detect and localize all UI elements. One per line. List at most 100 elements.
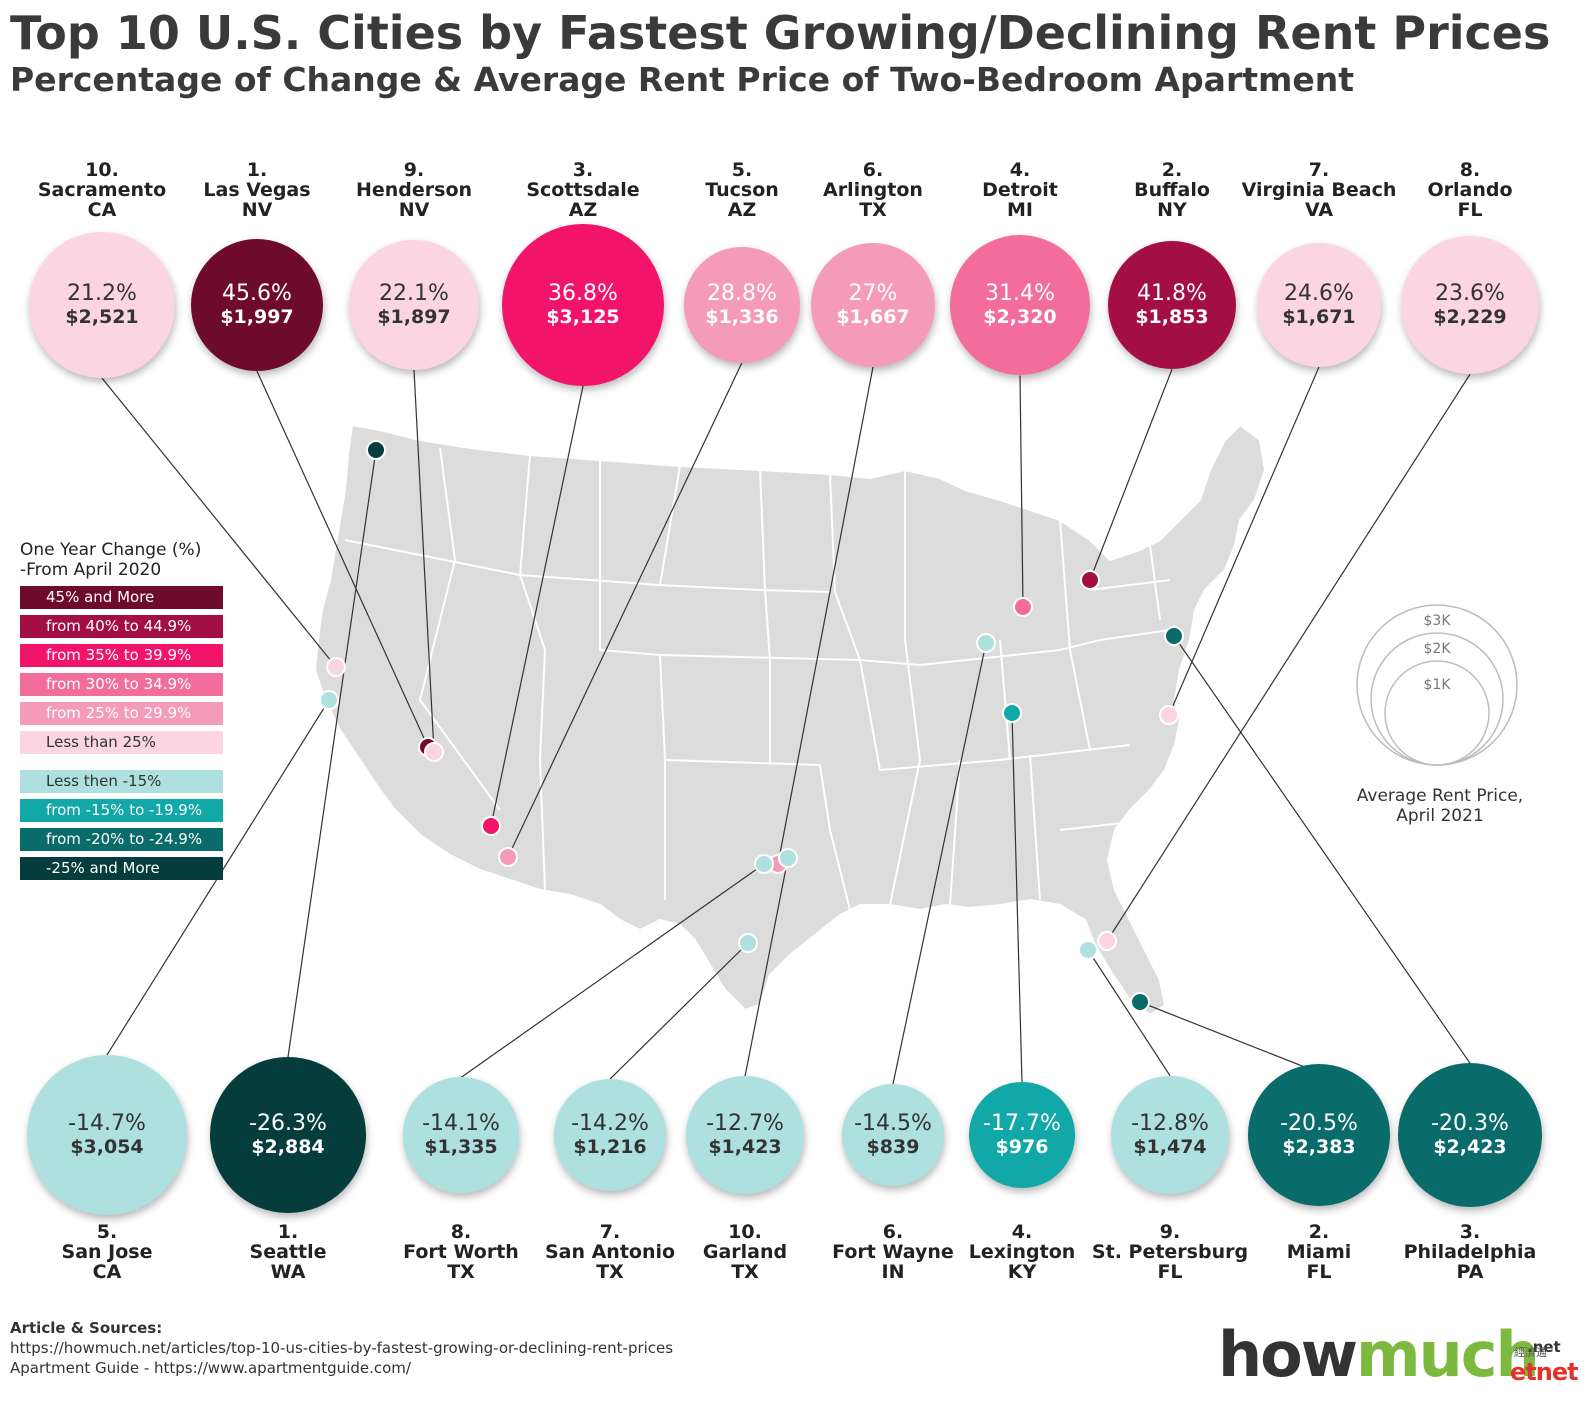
city-label-rank: 1. — [246, 159, 268, 181]
page-title: Top 10 U.S. Cities by Fastest Growing/De… — [10, 6, 1551, 60]
city-label-city: Fort Wayne — [832, 1241, 954, 1263]
bubble-price: $1,667 — [836, 305, 910, 328]
bubble-percent: -17.7% — [983, 1110, 1061, 1136]
city-label-city: Seattle — [249, 1241, 327, 1263]
city-label-state: KY — [1007, 1261, 1037, 1283]
size-caption-line1: Average Rent Price, — [1356, 786, 1524, 806]
city-label-state: AZ — [568, 199, 598, 221]
city-label-tucson: 5. Tucson AZ — [647, 160, 837, 220]
bubble-garland: -12.7% $1,423 — [686, 1076, 804, 1194]
city-label-buffalo: 2. Buffalo NY — [1077, 160, 1267, 220]
bubble-price: $1,897 — [377, 305, 451, 328]
bubble-price: $2,383 — [1282, 1135, 1356, 1158]
howmuch-logo: howmuch — [1218, 1318, 1540, 1391]
logo-much: much — [1356, 1318, 1540, 1391]
city-label-rank: 6. — [862, 159, 884, 181]
city-label-city: Lexington — [968, 1241, 1076, 1263]
bubble-fort-worth: -14.1% $1,335 — [403, 1077, 519, 1193]
bubble-price: $1,671 — [1282, 305, 1356, 328]
legend-item: 45% and More — [20, 586, 223, 609]
city-label-state: NY — [1157, 199, 1187, 221]
city-label-rank: 5. — [96, 1221, 118, 1243]
map-dot-scottsdale — [481, 816, 501, 836]
city-label-state: CA — [92, 1261, 122, 1283]
city-label-state: TX — [596, 1261, 624, 1283]
bubble-detroit: 31.4% $2,320 — [949, 234, 1091, 376]
bubble-percent: 36.8% — [548, 281, 618, 306]
sources: Article & Sources: https://howmuch.net/a… — [10, 1318, 673, 1378]
bubble-percent: 24.6% — [1284, 280, 1354, 306]
bubble-st-petersburg: -12.8% $1,474 — [1110, 1075, 1230, 1195]
city-label-rank: 2. — [1161, 159, 1183, 181]
leader-line-san-antonio — [609, 942, 749, 1080]
city-label-rank: 10. — [728, 1221, 762, 1243]
city-label-state: NV — [241, 199, 273, 221]
city-label-city: Las Vegas — [203, 179, 311, 201]
map-dot-seattle — [366, 440, 386, 460]
bubble-percent: 23.6% — [1435, 280, 1505, 306]
city-label-garland: 10. Garland TX — [650, 1222, 840, 1282]
map-dot-tucson — [498, 847, 518, 867]
legend-item: -25% and More — [20, 857, 223, 880]
city-label-state: TX — [731, 1261, 759, 1283]
city-label-rank: 8. — [1459, 159, 1481, 181]
sources-article-link[interactable]: https://howmuch.net/articles/top-10-us-c… — [10, 1339, 674, 1357]
leader-line-orlando — [1106, 373, 1471, 942]
sources-apartment-guide-link[interactable]: Apartment Guide - https://www.apartmentg… — [10, 1359, 411, 1377]
city-label-rank: 7. — [599, 1221, 621, 1243]
legend-item: from -15% to -19.9% — [20, 799, 223, 822]
city-label-las-vegas: 1. Las Vegas NV — [162, 160, 352, 220]
city-label-orlando: 8. Orlando FL — [1375, 160, 1565, 220]
color-legend: One Year Change (%) -From April 2020 45%… — [20, 540, 223, 886]
bubble-price: $2,423 — [1433, 1135, 1507, 1158]
city-label-state: TX — [859, 199, 887, 221]
size-ring-label: $3K — [1424, 613, 1452, 629]
map-dot-lexington — [1002, 703, 1022, 723]
bubble-scottsdale: 36.8% $3,125 — [501, 223, 665, 387]
bubble-price: $2,229 — [1433, 305, 1507, 328]
bubble-fort-wayne: -14.5% $839 — [841, 1083, 944, 1186]
legend-title: One Year Change (%) -From April 2020 — [20, 540, 223, 580]
map-dot-miami — [1130, 992, 1150, 1012]
map-dot-san-antonio — [738, 933, 758, 953]
legend-item: from 35% to 39.9% — [20, 644, 223, 667]
city-label-state: NV — [398, 199, 430, 221]
bubble-percent: -14.5% — [854, 1110, 932, 1136]
city-label-rank: 5. — [731, 159, 753, 181]
leader-line-tucson — [507, 362, 743, 858]
city-label-city: Philadelphia — [1403, 1241, 1537, 1263]
city-label-state: PA — [1456, 1261, 1484, 1283]
bubble-seattle: -26.3% $2,884 — [210, 1057, 366, 1213]
leader-line-fort-worth — [460, 863, 765, 1078]
city-label-seattle: 1. Seattle WA — [193, 1222, 383, 1282]
city-label-city: Miami — [1286, 1241, 1352, 1263]
bubble-percent: 27% — [848, 280, 898, 306]
map-dot-henderson — [424, 742, 444, 762]
bubble-percent: -14.2% — [571, 1110, 649, 1136]
bubble-san-antonio: -14.2% $1,216 — [554, 1079, 666, 1191]
city-label-state: CA — [87, 199, 117, 221]
city-label-city: Buffalo — [1134, 179, 1210, 201]
map-dot-detroit — [1013, 597, 1033, 617]
city-label-state: FL — [1157, 1261, 1183, 1283]
city-label-city: Tucson — [705, 179, 779, 201]
bubble-virginia-beach: 24.6% $1,671 — [1257, 243, 1381, 367]
leader-line-virginia-beach — [1168, 366, 1320, 716]
leader-line-detroit — [1019, 375, 1024, 608]
bubble-sacramento: 21.2% $2,521 — [28, 231, 176, 379]
city-label-city: St. Petersburg — [1091, 1241, 1249, 1263]
bubble-percent: -14.1% — [422, 1110, 500, 1136]
bubble-price: $2,884 — [251, 1135, 325, 1158]
bubble-henderson: 22.1% $1,897 — [349, 240, 479, 370]
city-label-state: FL — [1306, 1261, 1332, 1283]
bubble-miami: -20.5% $2,383 — [1247, 1063, 1391, 1207]
bubble-arlington: 27% $1,667 — [811, 243, 935, 367]
bubble-price: $1,336 — [705, 305, 779, 328]
leader-lines — [101, 362, 1471, 1085]
map-dot-orlando — [1097, 931, 1117, 951]
city-label-rank: 6. — [882, 1221, 904, 1243]
map-dot-st-petersburg — [1078, 940, 1098, 960]
city-label-fort-worth: 8. Fort Worth TX — [366, 1222, 556, 1282]
leader-line-miami — [1139, 1001, 1310, 1070]
